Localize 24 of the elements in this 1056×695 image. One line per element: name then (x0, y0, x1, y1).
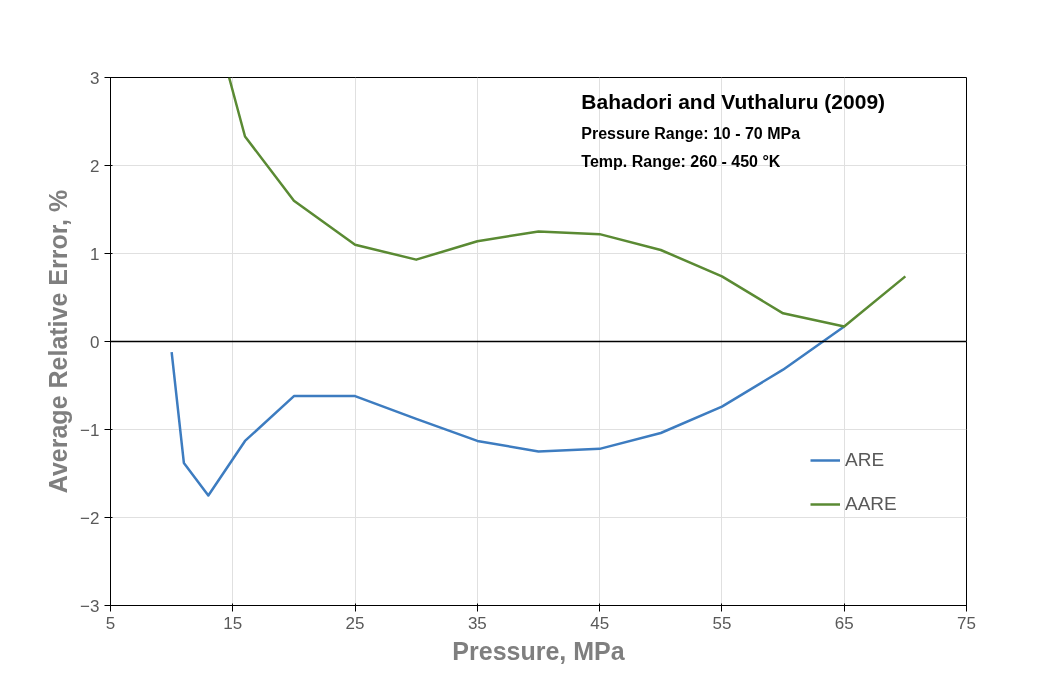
x-tick-label: 55 (712, 613, 732, 633)
line-series (227, 77, 907, 328)
y-tick-label: 2 (90, 156, 100, 176)
annotation: Temp. Range: 260 - 450 °K (581, 152, 781, 170)
y-tick-label: 3 (90, 68, 100, 88)
x-axis-title: Pressure, MPa (452, 636, 626, 665)
annotation: Pressure Range: 10 - 70 MPa (581, 124, 801, 142)
line-series (170, 325, 846, 497)
x-tick-label: 65 (834, 613, 854, 633)
x-tick-label: 45 (590, 613, 610, 633)
y-tick-label: 0 (90, 332, 100, 352)
y-axis-title: Average Relative Error, % (44, 189, 73, 494)
x-tick-label: 75 (957, 613, 976, 633)
y-tick-label: −1 (80, 420, 100, 440)
y-tick-label: −2 (80, 508, 100, 528)
x-tick-label: 35 (467, 613, 487, 633)
x-tick-label: 5 (105, 613, 116, 633)
legend-label: ARE (845, 449, 885, 471)
legend-label: AARE (845, 493, 897, 515)
x-tick-label: 15 (223, 613, 243, 633)
x-tick-label: 25 (345, 613, 365, 633)
y-tick-label: 1 (90, 244, 100, 264)
annotation: Bahadori and Vuthaluru (2009) (581, 89, 886, 113)
y-tick-label: −3 (80, 596, 100, 616)
